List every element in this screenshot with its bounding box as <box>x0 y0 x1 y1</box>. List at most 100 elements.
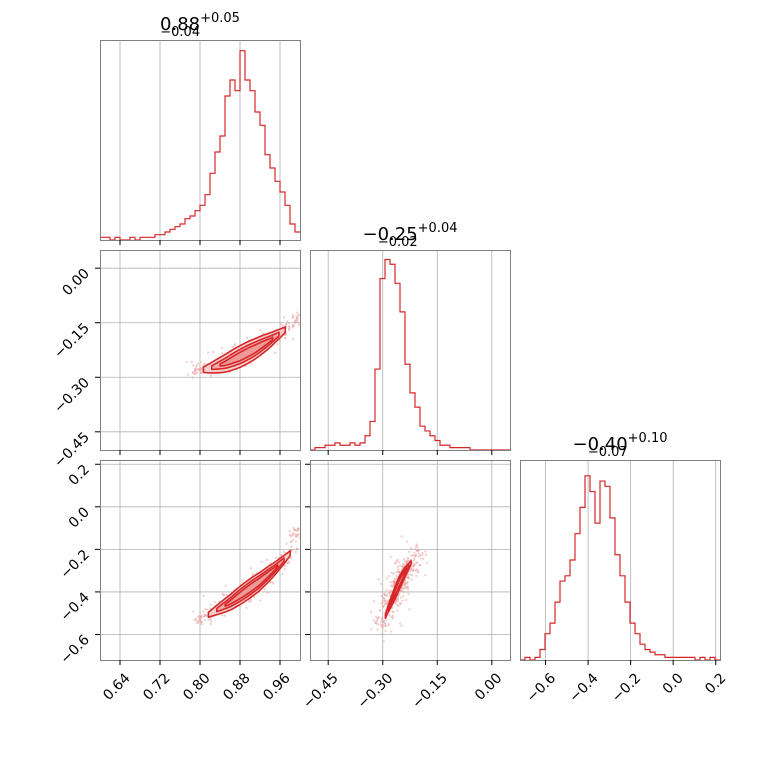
scatter-p2-p3-xtick-label: −0.30 <box>355 670 397 712</box>
scatter-p2-p3-sample-point <box>414 547 417 550</box>
scatter-p1-p2-sample-point <box>194 372 197 376</box>
scatter-p1-p3-sample-point <box>290 545 293 548</box>
scatter-p1-p3-sample-point <box>251 572 255 576</box>
scatter-p2-p3-sample-point <box>415 568 419 571</box>
scatter-p1-p2-sample-point <box>283 316 286 319</box>
scatter-p2-p3-sample-point <box>377 578 380 581</box>
scatter-p1-p3-frame <box>100 460 301 661</box>
hist-p3-step-line <box>520 475 720 661</box>
scatter-p2-p3-sample-point <box>387 574 391 578</box>
title-p3: −0.40+0.10 −0.07 <box>572 431 667 460</box>
scatter-p1-p3-sample-point <box>209 607 212 610</box>
scatter-p1-p3-sample-point <box>199 617 202 621</box>
scatter-p1-p3-sample-point <box>294 550 297 554</box>
scatter-p2-p3-sample-point <box>380 595 383 598</box>
scatter-p2-p3-sample-point <box>413 551 416 554</box>
scatter-p2-p3-sample-point <box>389 555 392 559</box>
scatter-p1-p3-sample-point <box>225 594 228 597</box>
scatter-p1-p2-sample-point <box>279 322 282 326</box>
title-layer: 0.88+0.05 −0.04−0.25+0.04 −0.02−0.40+0.10−… <box>160 11 667 460</box>
hist-p2-step-line <box>310 258 510 451</box>
scatter-p2-p3-sample-point <box>372 619 375 622</box>
scatter-p2-p3-sample-point <box>382 620 385 623</box>
scatter-p1-p3-sample-point <box>293 533 296 536</box>
scatter-p1-p3-sample-point <box>285 542 288 546</box>
scatter-p1-p2-sample-point <box>196 362 200 366</box>
scatter-p2-p3-sample-point <box>393 562 397 565</box>
scatter-p1-p3-sample-point <box>209 618 212 621</box>
scatter-p2-p3-sample-point <box>422 557 425 560</box>
scatter-p1-p3-sample-point <box>298 536 300 539</box>
scatter-p2-p3-sample-point <box>419 553 422 557</box>
scatter-p1-p3-sample-point <box>282 550 286 553</box>
scatter-p2-p3-xtick-label: −0.15 <box>409 670 451 712</box>
scatter-p2-p3-sample-point <box>409 573 412 576</box>
scatter-p1-p2-sample-point <box>296 311 299 314</box>
scatter-p2-p3-sample-point <box>390 589 393 592</box>
scatter-p2-p3-sample-point <box>374 615 378 618</box>
scatter-p2-p3-sample-point <box>379 609 382 612</box>
scatter-p2-p3-sample-point <box>397 568 400 571</box>
scatter-p2-p3-sample-point <box>381 600 384 603</box>
scatter-p1-p3-sample-point <box>296 533 299 537</box>
scatter-p2-p3-sample-point <box>384 629 387 632</box>
scatter-p1-p2-sample-point <box>292 315 295 319</box>
scatter-p2-p3-sample-point <box>384 599 387 602</box>
scatter-p1-p2-contour-3 <box>219 336 274 367</box>
scatter-p2-p3-sample-point <box>385 618 388 621</box>
scatter-p1-p3-sample-point <box>298 533 300 536</box>
scatter-p2-p3-sample-point <box>394 600 398 603</box>
scatter-p2-p3-sample-point <box>380 602 383 605</box>
scatter-p1-p3-sample-point <box>265 558 269 561</box>
title-p2-median: −0.25 <box>362 224 417 245</box>
scatter-p1-p2-sample-point <box>292 337 295 341</box>
scatter-p2-p3-marks <box>369 535 429 643</box>
tick-layer: −0.6 −0.4 −0.2 0.0 0.20.00−0.15−0.30−0.450.6… <box>51 240 729 712</box>
hist-p3-xtick-label: −0.2 <box>609 670 644 705</box>
scatter-p1-p3-marks <box>191 526 303 626</box>
scatter-p2-p3-sample-point <box>408 550 411 554</box>
scatter-p2-p3-xtick-label: 0.00 <box>472 670 505 703</box>
scatter-p2-p3-sample-point <box>379 623 382 626</box>
scatter-p2-p3-sample-point <box>401 594 405 598</box>
scatter-p2-p3-sample-point <box>398 561 401 564</box>
scatter-p1-p3-sample-point <box>224 584 227 587</box>
scatter-p1-p3-sample-point <box>295 547 299 550</box>
scatter-p1-p3-xtick-label: 0.96 <box>260 670 293 703</box>
scatter-p2-p3-sample-point <box>380 617 383 620</box>
scatter-p1-p3-sample-point <box>301 548 303 550</box>
hist-p2-frame <box>310 250 511 451</box>
scatter-p2-p3-sample-point <box>390 615 393 619</box>
scatter-p1-p2-sample-point <box>192 364 195 367</box>
scatter-p1-p3-sample-point <box>220 614 224 617</box>
scatter-p1-p3-sample-point <box>260 560 263 563</box>
scatter-p2-p3-sample-point <box>407 588 410 591</box>
title-p1: 0.88+0.05 −0.04 <box>160 11 240 40</box>
scatter-p1-p3-sample-point <box>245 606 248 609</box>
hist-p3-xtick-label: 0.0 <box>660 670 687 697</box>
scatter-p2-p3-sample-point <box>392 610 395 613</box>
scatter-p2-p3-sample-point <box>375 622 378 625</box>
scatter-p2-p3-sample-point <box>405 585 409 588</box>
scatter-p1-p2-sample-point <box>279 339 282 343</box>
scatter-p1-p2-sample-point <box>190 360 193 364</box>
scatter-p2-p3-sample-point <box>386 577 389 580</box>
scatter-p2-p3-sample-point <box>407 592 410 595</box>
scatter-p1-p2-sample-point <box>194 370 197 373</box>
scatter-p1-p3-sample-point <box>274 556 278 559</box>
scatter-p2-p3-sample-point <box>415 543 418 546</box>
title-p2-minus: −0.02 <box>378 235 418 250</box>
scatter-p1-p3-sample-point <box>266 591 269 594</box>
scatter-p1-p2-sample-point <box>281 324 284 327</box>
scatter-p1-p2-sample-point <box>286 320 289 323</box>
scatter-p2-p3-sample-point <box>393 577 397 580</box>
scatter-p2-p3-sample-point <box>416 545 419 549</box>
scatter-p2-p3-sample-point <box>369 611 373 614</box>
scatter-p1-p3-sample-point <box>241 579 244 582</box>
scatter-p2-p3-sample-point <box>415 574 418 577</box>
scatter-p2-p3-sample-point <box>412 558 415 562</box>
scatter-p2-p3-sample-point <box>391 580 394 583</box>
scatter-p2-p3-sample-point <box>405 540 409 543</box>
scatter-p1-p2-sample-point <box>294 319 297 322</box>
